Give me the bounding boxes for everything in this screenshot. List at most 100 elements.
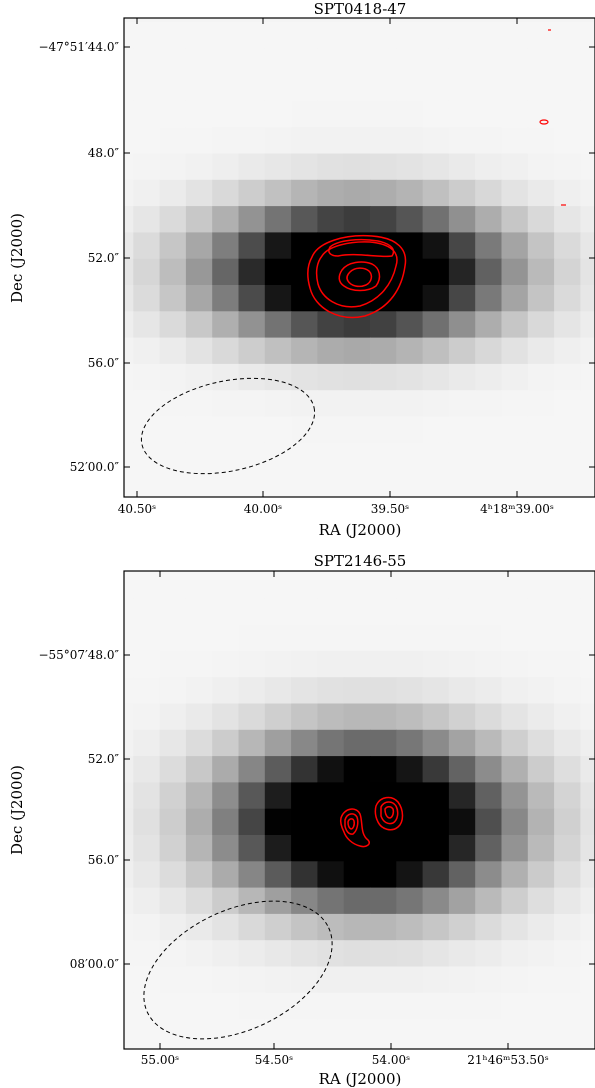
image-pixel bbox=[133, 206, 161, 233]
image-pixel bbox=[291, 677, 318, 705]
image-pixel bbox=[422, 677, 450, 705]
image-pixel bbox=[580, 1019, 595, 1046]
image-pixel bbox=[396, 677, 424, 705]
image-pixel bbox=[448, 390, 476, 418]
image-pixel bbox=[527, 992, 555, 1020]
image-pixel bbox=[396, 363, 424, 391]
image-pixel bbox=[238, 179, 266, 207]
image-pixel bbox=[159, 442, 187, 470]
image-pixel bbox=[422, 703, 450, 731]
image-pixel bbox=[291, 390, 318, 418]
panel-2-ytick-label: −55°07′48.0″ bbox=[38, 648, 119, 662]
image-pixel bbox=[448, 572, 476, 599]
image-pixel bbox=[370, 495, 397, 497]
image-pixel bbox=[343, 363, 371, 391]
image-pixel bbox=[212, 966, 240, 994]
image-pixel bbox=[475, 206, 503, 233]
image-pixel bbox=[212, 940, 240, 968]
image-pixel bbox=[124, 624, 134, 652]
image-pixel bbox=[264, 258, 292, 286]
panel-2-ylabel: Dec (J2000) bbox=[8, 765, 26, 855]
image-pixel bbox=[124, 782, 134, 810]
image-pixel bbox=[422, 992, 450, 1020]
image-pixel bbox=[291, 940, 318, 968]
image-pixel bbox=[343, 337, 371, 365]
image-pixel bbox=[554, 311, 581, 339]
image-pixel bbox=[264, 756, 292, 783]
image-pixel bbox=[554, 650, 581, 678]
image-pixel bbox=[501, 992, 529, 1020]
image-pixel bbox=[185, 22, 213, 49]
image-pixel bbox=[396, 913, 424, 941]
image-pixel bbox=[580, 835, 595, 862]
image-pixel bbox=[554, 756, 581, 783]
image-pixel bbox=[159, 206, 187, 233]
image-pixel bbox=[124, 835, 134, 862]
image-pixel bbox=[291, 363, 318, 391]
image-pixel bbox=[159, 74, 187, 102]
image-pixel bbox=[124, 416, 134, 444]
image-pixel bbox=[501, 703, 529, 731]
image-pixel bbox=[185, 1045, 213, 1049]
image-pixel bbox=[291, 729, 318, 757]
panel-2-xtick-label: 55.00ˢ bbox=[141, 1053, 179, 1067]
image-pixel bbox=[501, 913, 529, 941]
image-pixel bbox=[501, 940, 529, 968]
image-pixel bbox=[291, 966, 318, 994]
image-pixel bbox=[212, 337, 240, 365]
image-pixel bbox=[343, 469, 371, 496]
image-pixel bbox=[264, 940, 292, 968]
image-pixel bbox=[580, 469, 595, 496]
image-pixel bbox=[264, 703, 292, 731]
image-pixel bbox=[370, 206, 397, 233]
image-pixel bbox=[448, 1019, 476, 1046]
image-pixel bbox=[185, 311, 213, 339]
image-pixel bbox=[501, 179, 529, 207]
image-pixel bbox=[159, 650, 187, 678]
image-pixel bbox=[580, 495, 595, 497]
panel-1-ytick-label: 48.0″ bbox=[88, 146, 120, 160]
image-pixel bbox=[238, 782, 266, 810]
panel-2-ticks bbox=[124, 571, 595, 1049]
image-pixel bbox=[396, 74, 424, 102]
image-pixel bbox=[475, 74, 503, 102]
image-pixel bbox=[343, 861, 371, 889]
image-pixel bbox=[422, 887, 450, 915]
image-pixel bbox=[448, 650, 476, 678]
image-pixel bbox=[185, 598, 213, 626]
image-pixel bbox=[124, 127, 134, 155]
image-pixel bbox=[291, 22, 318, 49]
image-pixel bbox=[396, 887, 424, 915]
image-pixel bbox=[422, 127, 450, 155]
image-pixel bbox=[370, 861, 397, 889]
image-pixel bbox=[475, 469, 503, 496]
image-pixel bbox=[124, 1045, 134, 1049]
image-pixel bbox=[185, 153, 213, 181]
image-pixel bbox=[264, 469, 292, 496]
image-pixel bbox=[475, 703, 503, 731]
image-pixel bbox=[133, 1019, 161, 1046]
image-pixel bbox=[422, 756, 450, 783]
image-pixel bbox=[475, 887, 503, 915]
image-pixel bbox=[343, 729, 371, 757]
image-pixel bbox=[238, 913, 266, 941]
image-pixel bbox=[212, 416, 240, 444]
image-pixel bbox=[396, 756, 424, 783]
panel-1-xtick-label: 40.00ˢ bbox=[244, 502, 282, 516]
image-pixel bbox=[133, 703, 161, 731]
image-pixel bbox=[238, 756, 266, 783]
image-pixel bbox=[317, 153, 345, 181]
image-pixel bbox=[554, 966, 581, 994]
image-pixel bbox=[422, 940, 450, 968]
image-pixel bbox=[133, 232, 161, 260]
image-pixel bbox=[264, 598, 292, 626]
image-pixel bbox=[501, 258, 529, 286]
image-pixel bbox=[291, 416, 318, 444]
image-pixel bbox=[343, 48, 371, 76]
image-pixel bbox=[238, 808, 266, 836]
image-pixel bbox=[527, 677, 555, 705]
image-pixel bbox=[448, 22, 476, 49]
image-pixel bbox=[124, 285, 134, 312]
image-pixel bbox=[396, 992, 424, 1020]
image-pixel bbox=[527, 835, 555, 862]
